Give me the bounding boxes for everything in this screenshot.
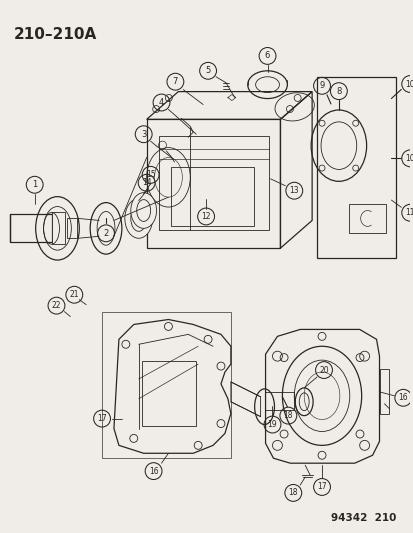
- Text: 9: 9: [319, 82, 324, 90]
- Text: 13: 13: [289, 186, 298, 195]
- Bar: [348, 204, 385, 233]
- Text: 10: 10: [404, 154, 413, 163]
- Text: 210–210A: 210–210A: [14, 27, 97, 42]
- Text: 20: 20: [318, 366, 328, 375]
- Text: 18: 18: [288, 488, 297, 497]
- Text: 17: 17: [97, 414, 107, 423]
- Text: 18: 18: [283, 411, 292, 420]
- Text: 3: 3: [141, 130, 146, 139]
- Text: 21: 21: [69, 290, 79, 299]
- Ellipse shape: [125, 199, 152, 238]
- Text: 1: 1: [32, 180, 37, 189]
- Text: 7: 7: [172, 77, 178, 86]
- Bar: [51, 213, 65, 244]
- Bar: [67, 219, 77, 238]
- Bar: [158, 136, 268, 230]
- Text: 10: 10: [404, 79, 413, 88]
- Text: 17: 17: [316, 482, 326, 491]
- Text: 22: 22: [52, 301, 61, 310]
- Bar: [264, 392, 294, 410]
- Bar: [171, 167, 253, 227]
- Text: 6: 6: [264, 52, 270, 60]
- Text: 11: 11: [404, 208, 413, 217]
- Ellipse shape: [131, 193, 156, 228]
- Text: 94342  210: 94342 210: [330, 513, 395, 523]
- Bar: [379, 369, 389, 414]
- Text: 2: 2: [103, 229, 108, 238]
- Text: 16: 16: [148, 466, 158, 475]
- Text: 15: 15: [145, 171, 155, 179]
- Text: 14: 14: [142, 178, 151, 187]
- Bar: [102, 312, 230, 458]
- Ellipse shape: [294, 388, 312, 416]
- Text: 5: 5: [205, 66, 210, 75]
- Text: 4: 4: [159, 98, 164, 107]
- Bar: [141, 361, 196, 425]
- Text: 19: 19: [267, 420, 277, 429]
- Text: 8: 8: [335, 87, 341, 95]
- Bar: [10, 214, 51, 242]
- Text: 12: 12: [201, 212, 210, 221]
- Text: 16: 16: [397, 393, 407, 402]
